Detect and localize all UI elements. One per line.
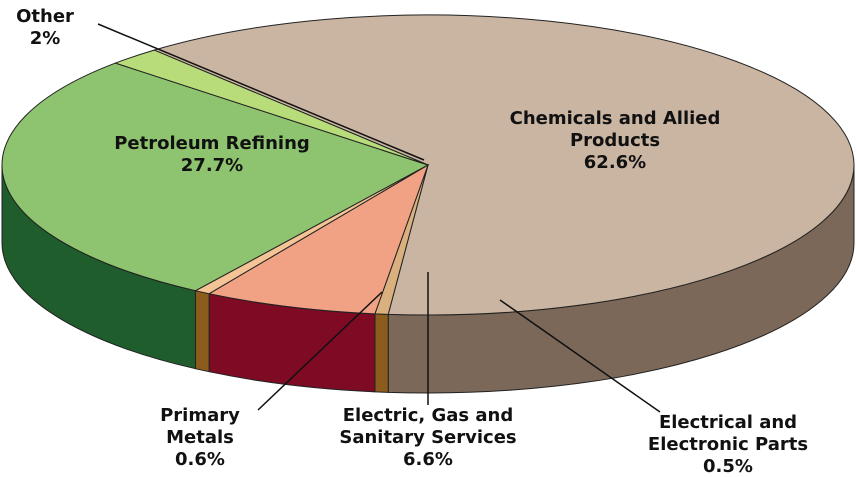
slice-label: Electric, Gas and Sanitary Services xyxy=(339,405,517,448)
slice xyxy=(1,62,430,292)
slice-value-label: 6.6% xyxy=(403,449,453,470)
slice-label: Chemicals and Allied Products xyxy=(509,108,721,151)
slice-side xyxy=(194,290,210,373)
slice-value-label: 0.5% xyxy=(703,456,753,477)
slice-value-label: 2% xyxy=(29,28,61,49)
slice-value-label: 0.6% xyxy=(175,449,225,470)
slice-side xyxy=(374,313,389,393)
leader-line xyxy=(97,23,425,161)
slice xyxy=(152,14,855,316)
slice-value-label: 62.6% xyxy=(583,152,647,173)
slice-value-label: 27.7% xyxy=(180,155,244,176)
slice-label: Primary Metals xyxy=(160,405,240,448)
slice xyxy=(113,49,429,166)
slice-label: Petroleum Refining xyxy=(114,133,310,154)
slice xyxy=(207,163,429,315)
leader-line xyxy=(257,291,383,411)
leader-line xyxy=(499,299,661,413)
slice-label: Electrical and Electronic Parts xyxy=(647,412,809,455)
slice-label: Other xyxy=(16,6,74,27)
